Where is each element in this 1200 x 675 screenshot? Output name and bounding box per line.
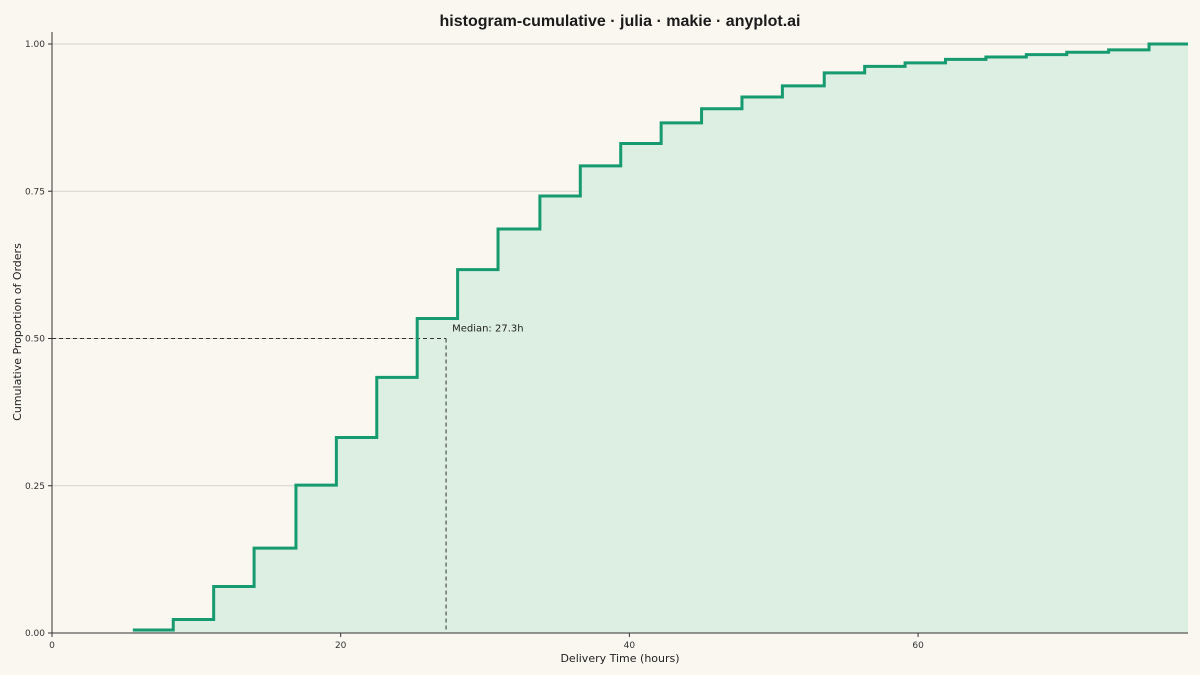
y-tick-label-3: 0.75 <box>25 187 45 197</box>
y-tick-label-2: 0.50 <box>25 335 45 345</box>
y-tick-label-0: 0.00 <box>25 629 45 639</box>
x-axis-label: Delivery Time (hours) <box>560 652 679 665</box>
tick-labels: 0 20 40 60 0.00 0.25 0.50 0.75 1.00 <box>25 40 924 651</box>
median-annotation: Median: 27.3h <box>452 324 524 335</box>
x-tick-label-1: 20 <box>335 641 347 651</box>
y-axis-label: Cumulative Proportion of Orders <box>11 243 24 421</box>
x-tick-label-0: 0 <box>49 641 55 651</box>
axes <box>51 32 1188 634</box>
cumulative-area-fill <box>132 44 1189 633</box>
x-tick-label-2: 40 <box>624 641 636 651</box>
y-tick-label-4: 1.00 <box>25 40 45 50</box>
median-guides <box>52 338 447 633</box>
x-tick-label-3: 60 <box>912 641 924 651</box>
cumulative-step-line <box>132 42 1188 632</box>
chart-title: histogram-cumulative · julia · makie · a… <box>440 13 801 30</box>
y-tick-label-1: 0.25 <box>25 482 45 492</box>
